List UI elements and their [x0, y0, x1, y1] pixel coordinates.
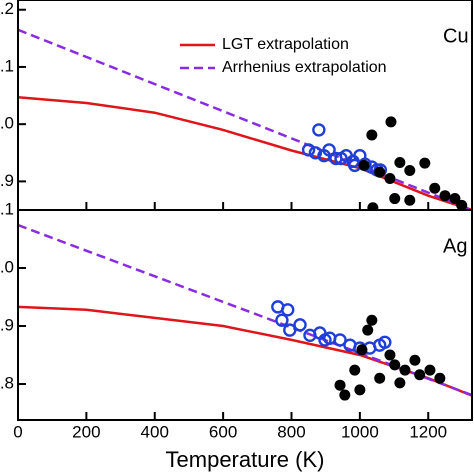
x-tick-label: 200 — [72, 422, 100, 441]
x-tick-label: 600 — [209, 422, 237, 441]
data-point — [384, 349, 396, 361]
y-tick-label: 1.2 — [0, 0, 14, 18]
data-point — [449, 193, 461, 205]
arrhenius-line — [18, 28, 472, 210]
data-point — [362, 324, 374, 336]
data-point — [301, 143, 316, 157]
y-tick-label: 1.0 — [0, 114, 14, 133]
data-point — [367, 202, 379, 210]
lgt-line — [18, 96, 472, 210]
data-point — [419, 157, 431, 169]
x-tick-label: 1000 — [341, 422, 379, 441]
data-point — [389, 193, 401, 205]
data-point — [404, 165, 416, 177]
arrhenius-line — [18, 223, 472, 397]
data-point — [281, 303, 295, 317]
data-point — [399, 364, 411, 376]
data-point — [275, 313, 289, 327]
data-point — [308, 146, 323, 160]
data-point — [366, 314, 378, 326]
x-tick-label: 400 — [141, 422, 169, 441]
data-point — [333, 333, 347, 347]
data-point — [283, 323, 297, 337]
x-tick-label: 0 — [13, 422, 22, 441]
data-point — [434, 372, 446, 384]
data-point — [356, 344, 368, 356]
data-point — [312, 123, 326, 137]
data-point — [374, 166, 386, 178]
plot-frame — [17, 209, 473, 421]
data-point — [293, 318, 307, 332]
data-point — [404, 194, 416, 206]
data-point — [354, 384, 366, 396]
plot-frame — [17, 0, 473, 211]
data-point — [394, 377, 406, 389]
y-tick-label: 0.8 — [0, 374, 14, 393]
panel-label: Cu — [443, 25, 469, 47]
y-tick-label: 1.1 — [0, 199, 14, 218]
data-point — [424, 364, 436, 376]
legend-label: Arrhenius extrapolation — [222, 59, 387, 76]
data-point — [358, 159, 370, 171]
data-point — [456, 199, 468, 210]
data-point — [385, 116, 397, 128]
legend-label: LGT extrapolation — [222, 36, 349, 53]
data-point — [322, 143, 336, 157]
data-point — [409, 354, 421, 366]
data-point — [414, 369, 426, 381]
data-point — [394, 157, 406, 169]
x-tick-label: 1200 — [409, 422, 447, 441]
data-point — [339, 389, 351, 401]
y-tick-label: 1.0 — [0, 257, 14, 276]
data-point — [349, 364, 361, 376]
data-point — [334, 379, 346, 391]
data-point — [378, 335, 392, 349]
panel-label: Ag — [443, 235, 467, 257]
data-point — [439, 190, 451, 202]
y-tick-label: 0.9 — [0, 316, 14, 335]
data-point — [389, 359, 401, 371]
x-axis-label: Temperature (K) — [166, 447, 325, 472]
data-point — [429, 182, 441, 194]
x-tick-label: 800 — [277, 422, 305, 441]
y-tick-label: 1.1 — [0, 56, 14, 75]
y-tick-label: 0.9 — [0, 171, 14, 190]
data-point — [366, 129, 378, 141]
data-point — [374, 372, 386, 384]
data-point — [384, 173, 396, 185]
